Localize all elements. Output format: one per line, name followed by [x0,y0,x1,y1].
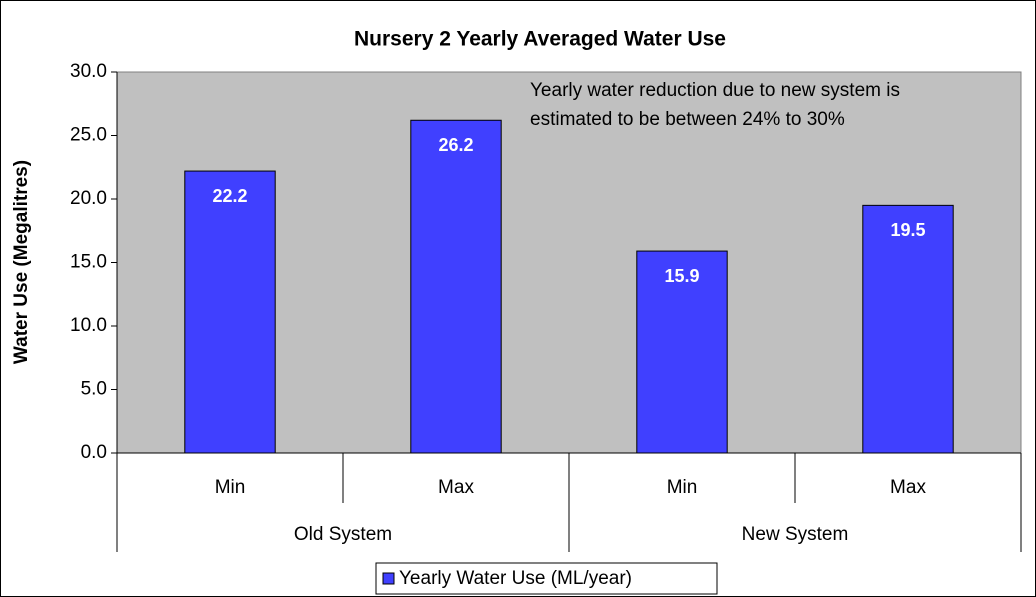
y-tick-label: 5.0 [81,379,107,400]
bar [410,119,502,454]
bar [184,170,276,454]
y-tick-label: 30.0 [70,61,107,82]
annotation: Yearly water reduction due to new system… [530,80,900,101]
chart-title: Nursery 2 Yearly Averaged Water Use [354,28,726,51]
data-label: 26.2 [438,135,473,155]
x-tick-label: Min [667,477,698,498]
data-label: 22.2 [212,186,247,206]
y-tick-label: 15.0 [70,252,107,273]
legend-swatch [382,572,395,585]
data-label: 19.5 [890,220,925,240]
x-tick-label: Max [438,477,474,498]
legend-box [375,562,718,595]
group-label: New System [742,524,849,545]
y-tick-label: 0.0 [81,442,107,463]
data-label: 15.9 [664,266,699,286]
y-tick-label: 10.0 [70,315,107,336]
bar [862,204,954,454]
bar [636,250,728,454]
group-label: Old System [294,524,392,545]
x-tick-label: Min [215,477,246,498]
annotation: estimated to be between 24% to 30% [530,109,845,130]
y-axis-label: Water Use (Megalitres) [11,160,32,364]
x-tick-label: Max [890,477,926,498]
y-tick-label: 20.0 [70,188,107,209]
legend-label: Yearly Water Use (ML/year) [399,568,632,589]
y-tick-label: 25.0 [70,125,107,146]
